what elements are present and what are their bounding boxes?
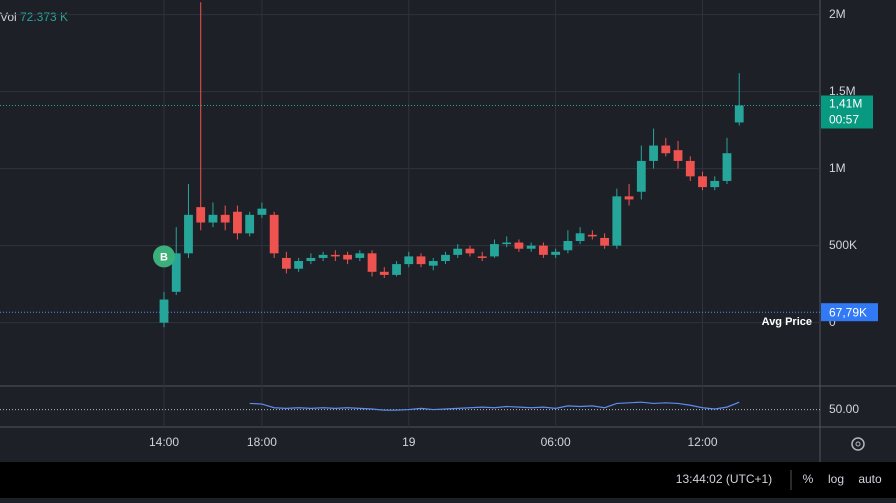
countdown: 00:57 bbox=[829, 113, 859, 127]
candle-body bbox=[281, 257, 291, 269]
candle-body bbox=[636, 160, 646, 192]
candle-body bbox=[661, 145, 671, 154]
y-tick-label: 1.5M bbox=[829, 84, 856, 98]
candle-body bbox=[392, 264, 401, 275]
candle-body bbox=[318, 254, 328, 258]
candle-body bbox=[587, 234, 597, 237]
candle-body bbox=[257, 208, 267, 215]
candle-body bbox=[722, 153, 732, 181]
candle-body bbox=[734, 105, 744, 123]
y-tick-label: 2M bbox=[829, 7, 846, 21]
avg-price-title: Avg Price bbox=[762, 316, 812, 328]
candle-body bbox=[159, 299, 169, 323]
candle-body bbox=[538, 245, 548, 255]
candle-body bbox=[502, 242, 512, 245]
candle-body bbox=[367, 253, 377, 272]
settings-icon-center bbox=[855, 441, 861, 447]
candle-body bbox=[710, 180, 720, 188]
candle-body bbox=[477, 256, 487, 258]
candle-body bbox=[404, 256, 414, 265]
last-price-badge bbox=[821, 95, 873, 129]
candle-body bbox=[269, 214, 279, 254]
candle-body bbox=[184, 214, 193, 254]
candle-body bbox=[428, 261, 438, 266]
candle-body bbox=[343, 254, 352, 260]
candle-body bbox=[171, 253, 181, 292]
candle-body bbox=[514, 242, 524, 249]
candle-body bbox=[649, 145, 658, 161]
candle-body bbox=[416, 256, 426, 265]
candle-body bbox=[673, 150, 683, 161]
candle-body bbox=[551, 251, 561, 255]
bottom-bar bbox=[0, 462, 896, 498]
volume-label: Vol bbox=[0, 10, 17, 24]
footer-percent[interactable]: % bbox=[803, 472, 814, 486]
candle-body bbox=[208, 214, 218, 223]
candle-body bbox=[612, 196, 622, 246]
y-tick-label: 1M bbox=[829, 161, 846, 175]
indicator-tick-label: 50.00 bbox=[829, 402, 859, 416]
candle-body bbox=[526, 245, 536, 249]
footer-time[interactable]: 13:44:02 (UTC+1) bbox=[676, 472, 772, 486]
candle-body bbox=[196, 207, 206, 223]
x-tick-label: 19 bbox=[402, 435, 416, 449]
x-tick-label: 12:00 bbox=[687, 435, 717, 449]
x-tick-label: 14:00 bbox=[149, 435, 179, 449]
candle-body bbox=[233, 211, 242, 234]
candle-body bbox=[220, 214, 230, 223]
candle-body bbox=[698, 176, 707, 188]
candle-body bbox=[379, 271, 389, 275]
indicator-line bbox=[249, 401, 740, 411]
y-tick-label: 500K bbox=[829, 238, 857, 252]
footer-log[interactable]: log bbox=[828, 472, 844, 486]
candle-body bbox=[624, 196, 634, 200]
footer-auto[interactable]: auto bbox=[858, 472, 882, 486]
candle-body bbox=[490, 244, 499, 257]
candle-body bbox=[294, 261, 304, 269]
y-tick-label: 0 bbox=[829, 315, 836, 329]
settings-icon[interactable] bbox=[851, 437, 865, 451]
x-tick-label: 06:00 bbox=[541, 435, 571, 449]
candle-body bbox=[600, 237, 610, 246]
candle-body bbox=[465, 248, 475, 254]
buy-marker-label: B bbox=[160, 251, 168, 263]
plot bbox=[0, 0, 820, 427]
candle-body bbox=[355, 253, 365, 258]
avg-price-badge bbox=[821, 303, 878, 322]
candle-body bbox=[441, 254, 450, 262]
candle-body bbox=[245, 214, 255, 234]
avg-price-label: 67,79K bbox=[829, 305, 867, 319]
candle-body bbox=[575, 233, 585, 242]
x-tick-label: 18:00 bbox=[247, 435, 277, 449]
candle-body bbox=[306, 257, 316, 262]
buy-marker bbox=[153, 245, 175, 268]
candle-body bbox=[453, 248, 463, 255]
volume-value: 72.373 K bbox=[20, 10, 68, 24]
candle-body bbox=[330, 254, 340, 257]
last-price-label: 1,41M bbox=[829, 97, 862, 111]
candle-body bbox=[685, 160, 695, 177]
candle-body bbox=[563, 241, 573, 251]
